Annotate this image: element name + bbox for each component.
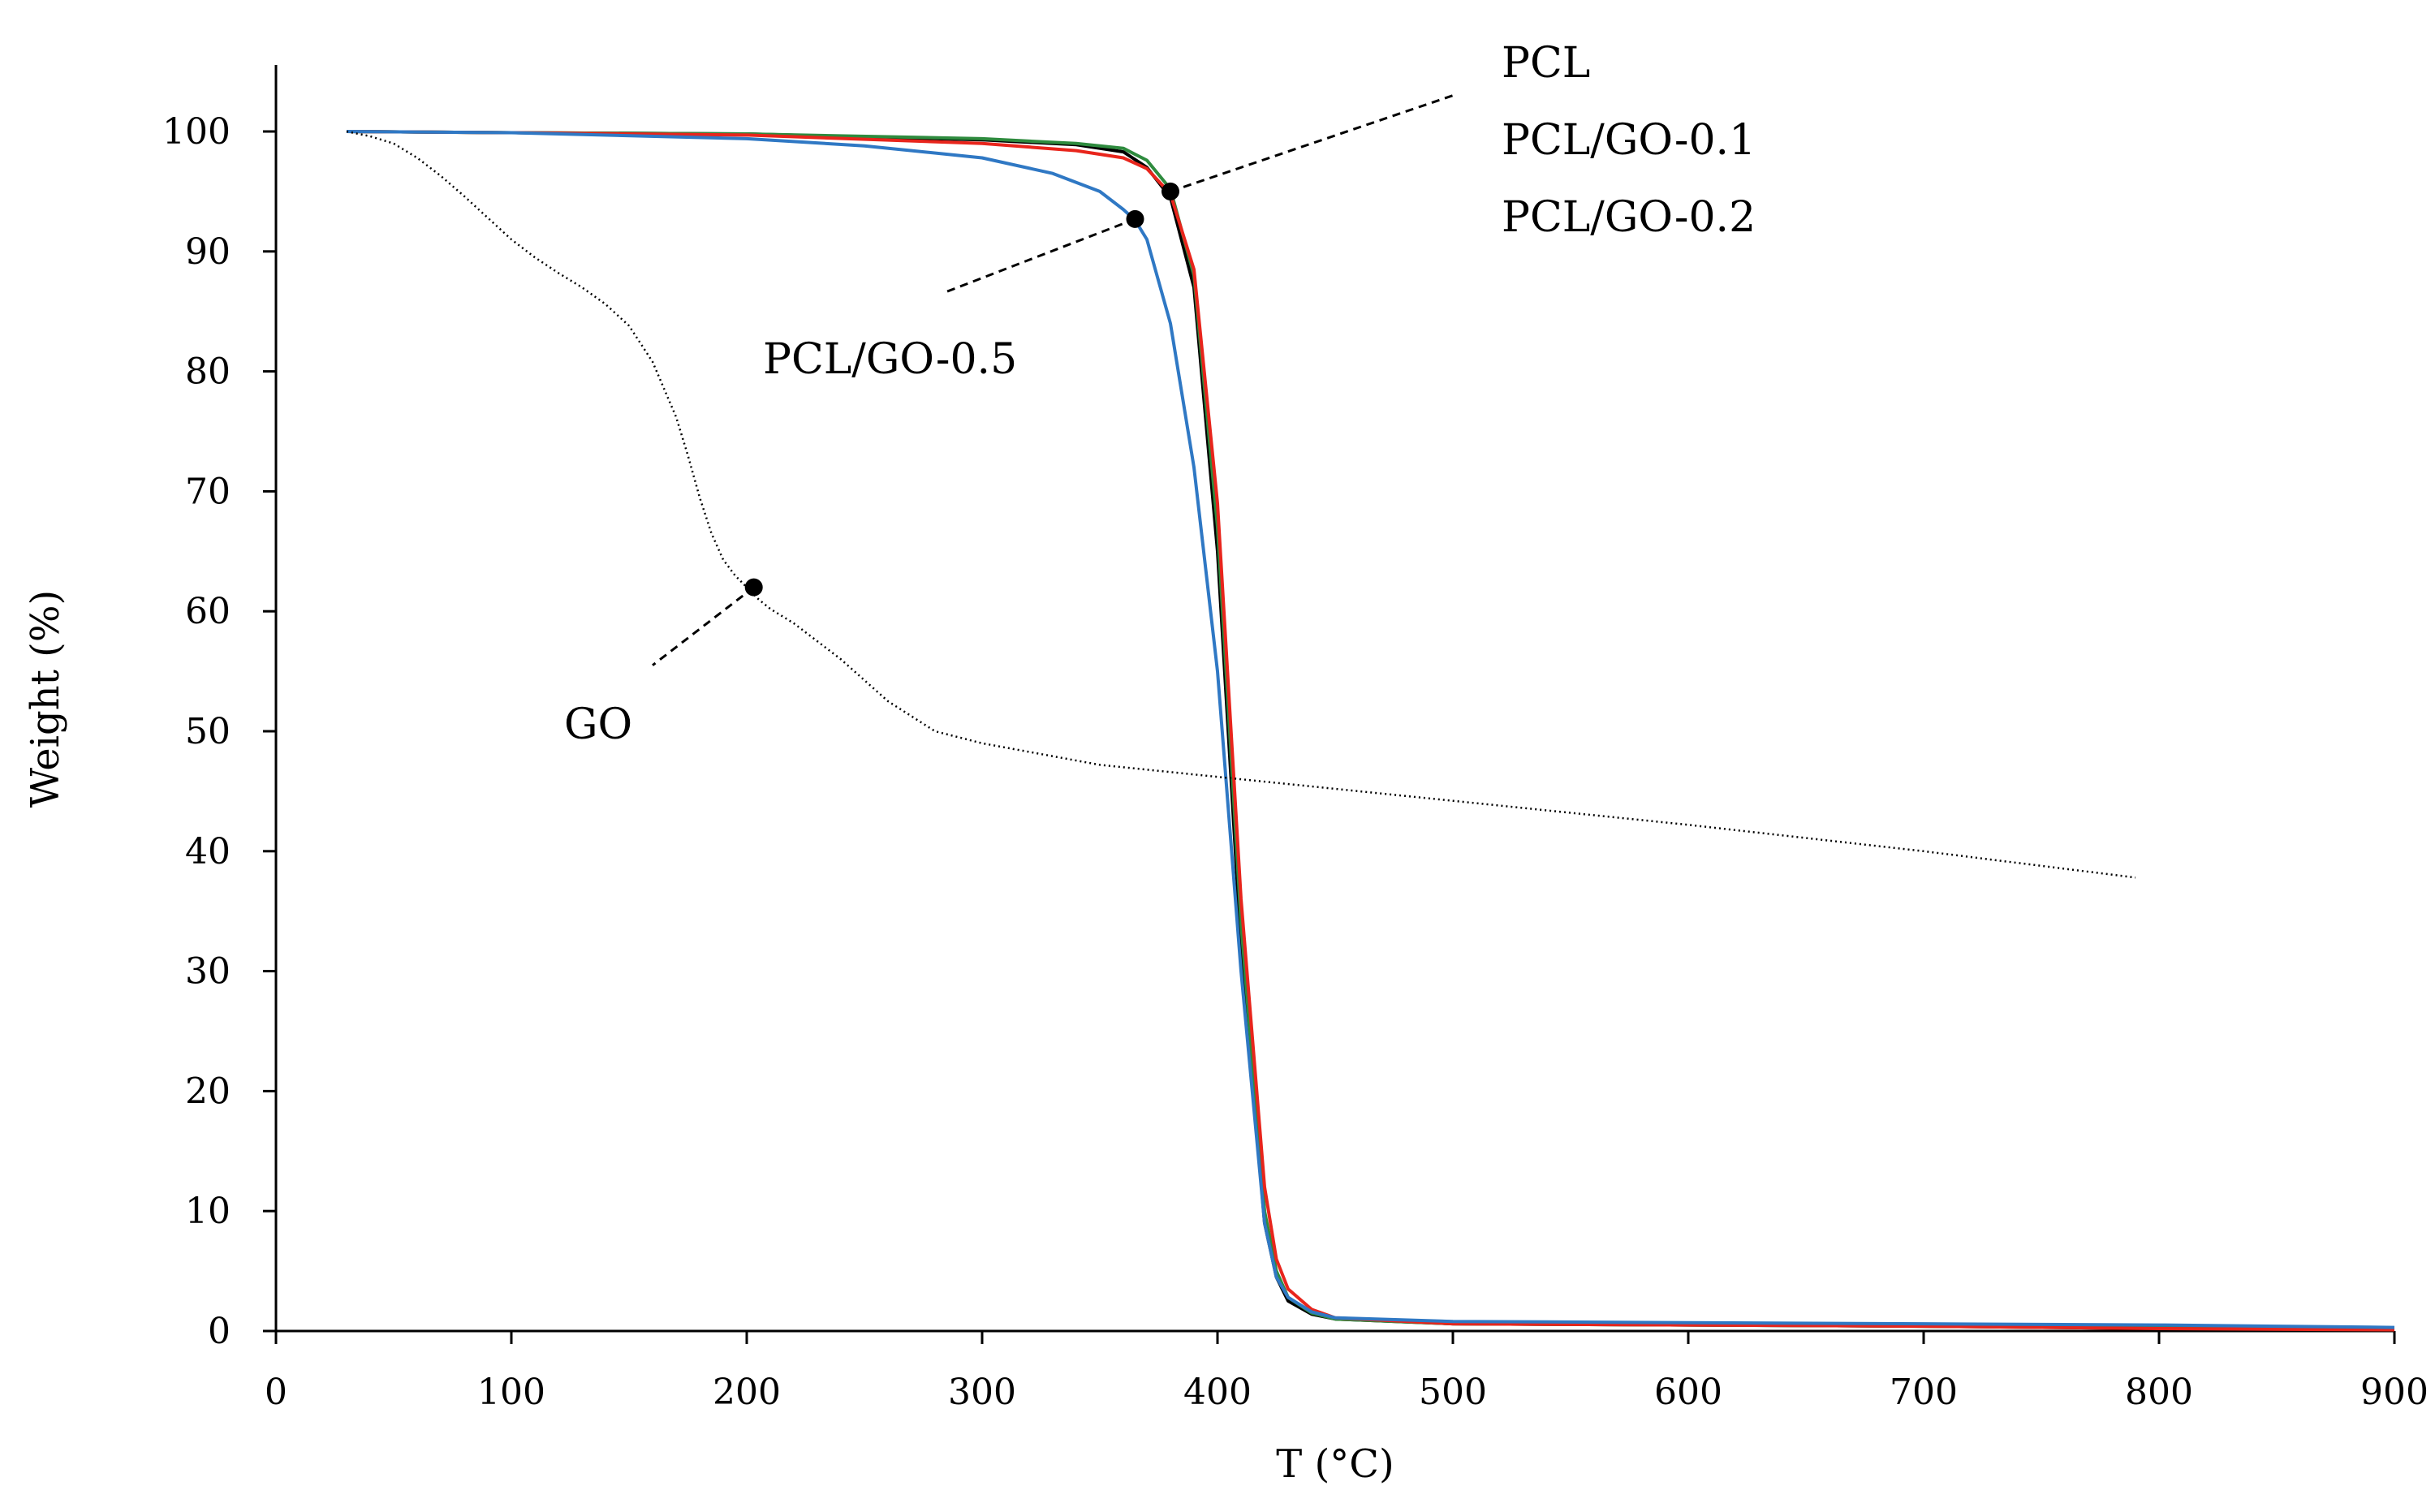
x-tick-label: 0	[265, 1372, 287, 1413]
y-tick-label: 50	[185, 711, 231, 752]
x-tick-label: 700	[1890, 1372, 1958, 1413]
x-tick-label: 500	[1419, 1372, 1487, 1413]
series-line-pcl-go-0-5	[346, 130, 2395, 1329]
x-tick-label: 400	[1183, 1372, 1252, 1413]
y-tick-label: 10	[185, 1191, 231, 1232]
annotation-marker	[1126, 209, 1144, 228]
annotation-leader-line	[652, 586, 755, 666]
annotation-label: PCL/GO-0.1	[1502, 116, 1756, 165]
series-line-pcl	[346, 130, 2395, 1332]
y-tick-label: 100	[162, 111, 231, 153]
axes	[274, 65, 2394, 1333]
annotations: PCL PCL/GO-0.1 PCL/GO-0.2 PCL/GO-0.5 GO	[564, 39, 1756, 749]
x-tick-label: 900	[2360, 1372, 2429, 1413]
x-tick-label: 200	[713, 1372, 781, 1413]
series-line-pcl-go-0-1	[346, 130, 2395, 1330]
y-tick-label: 90	[185, 231, 231, 273]
x-tick-label: 800	[2125, 1372, 2193, 1413]
series-line-go	[346, 130, 2136, 879]
annotation-leader-line	[942, 218, 1136, 295]
annotation-marker	[1161, 182, 1179, 200]
y-tick-label: 80	[185, 351, 231, 393]
x-tick-label: 300	[948, 1372, 1016, 1413]
x-tick-label: 600	[1654, 1372, 1722, 1413]
series-line-pcl-go-0-2	[346, 130, 2395, 1332]
y-tick-label: 20	[185, 1070, 231, 1112]
x-tick-label: 100	[477, 1372, 545, 1413]
y-tick-label: 30	[185, 951, 231, 993]
axis-ticks: 0 10 20 30 40 50 60 70 80 90 100 0 100 200 300 400 500 60…	[162, 111, 2429, 1413]
y-tick-label: 40	[185, 831, 231, 872]
series-lines	[346, 130, 2395, 1332]
x-axis-title: T (°C)	[1276, 1441, 1394, 1487]
y-axis-title: Weight (%)	[23, 590, 68, 808]
y-tick-label: 0	[208, 1311, 231, 1352]
annotation-label: PCL	[1502, 39, 1590, 88]
annotation-label: PCL/GO-0.5	[763, 335, 1017, 384]
annotation-label: GO	[564, 700, 632, 749]
annotation-label: PCL/GO-0.2	[1502, 193, 1756, 242]
annotation-marker	[744, 578, 763, 597]
annotation-leader-line	[1170, 94, 1454, 193]
y-tick-label: 60	[185, 591, 231, 632]
y-tick-label: 70	[185, 471, 231, 512]
